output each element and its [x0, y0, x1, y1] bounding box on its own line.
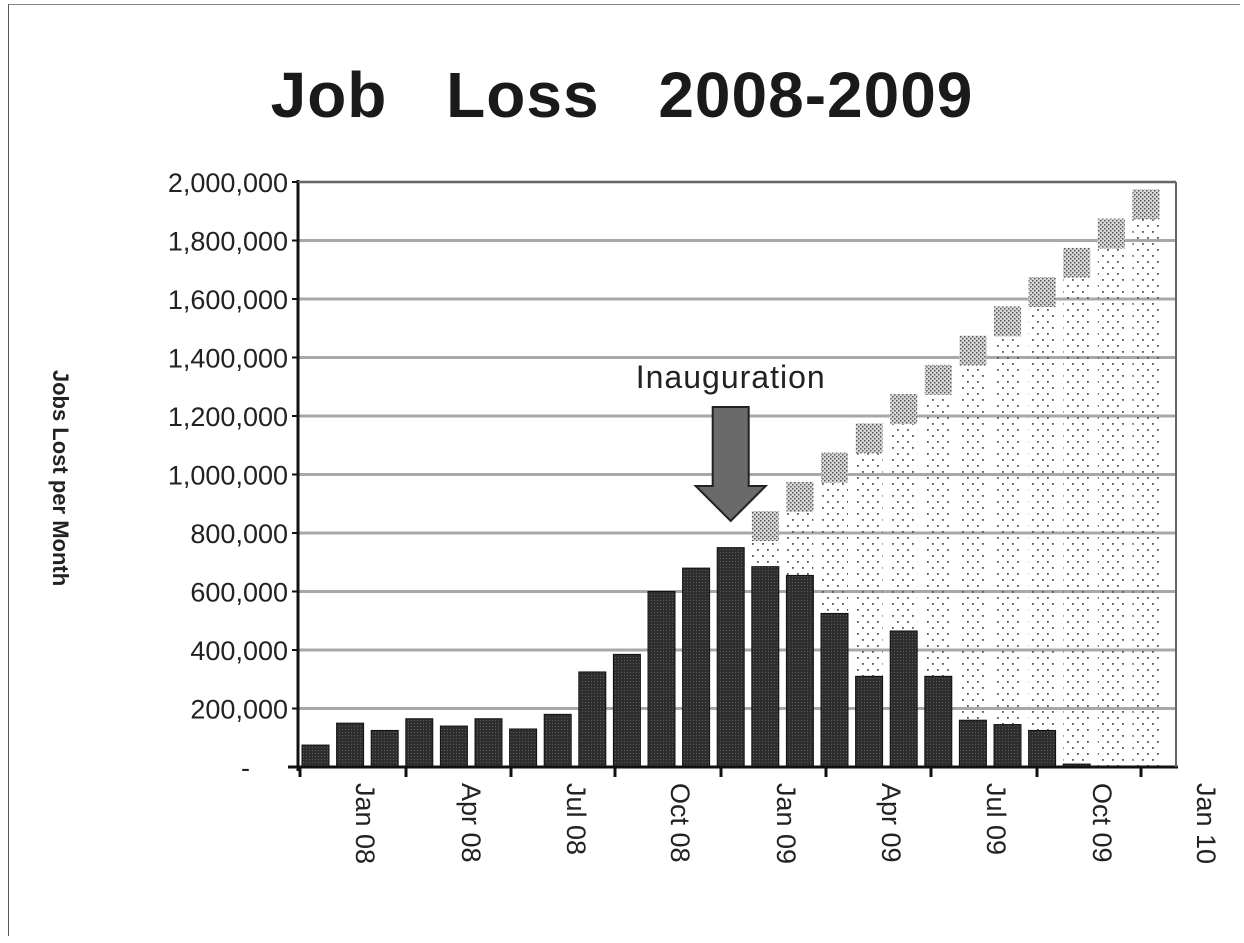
bar: [751, 566, 780, 768]
bar: [509, 728, 538, 768]
y-tick-label: 1,000,000: [168, 461, 288, 491]
projected-bars: [751, 189, 1160, 767]
bar: [716, 547, 745, 768]
axes: [288, 180, 1178, 777]
bar: [785, 574, 814, 768]
projected-bar-cap: [1132, 189, 1160, 220]
projected-bar-cap: [924, 364, 952, 395]
bar: [647, 591, 676, 768]
inauguration-arrow-icon: [693, 406, 769, 523]
x-tick-labels: Jan 08 Apr 08 Jul 08 Oct 08 Jan 09 Apr 09 Jul …: [350, 783, 1221, 864]
x-tick-label: Jan 09: [771, 783, 801, 864]
projected-bar-cap: [1028, 277, 1056, 308]
actual-bars: [301, 547, 1091, 768]
projected-bar: [994, 306, 1021, 767]
y-tick-label: -: [241, 753, 250, 783]
x-tick-label: Jan 08: [350, 783, 380, 864]
bar: [336, 722, 365, 768]
y-tick-label: 1,400,000: [168, 344, 288, 374]
bar: [370, 729, 399, 768]
x-tick-label: Oct 08: [665, 783, 695, 863]
projected-bar-cap: [786, 481, 814, 512]
x-tick-label: Apr 09: [876, 783, 906, 863]
bar: [578, 671, 607, 768]
bar: [993, 724, 1022, 768]
bar: [924, 675, 953, 768]
projected-bar: [1097, 218, 1125, 767]
y-tick-label: 1,200,000: [168, 402, 288, 432]
y-tick-label: 400,000: [190, 636, 288, 666]
bar: [855, 675, 884, 768]
y-tick-label: 2,000,000: [168, 168, 288, 198]
x-tick-label: Apr 08: [456, 783, 486, 863]
bar: [474, 718, 503, 768]
annotations: Inauguration: [636, 359, 826, 523]
bar: [958, 719, 987, 768]
projected-bar-cap: [994, 306, 1021, 337]
y-tick-label: 800,000: [190, 519, 288, 549]
projected-bar-cap: [821, 452, 848, 483]
bar: [889, 630, 918, 768]
y-tick-label: 600,000: [190, 578, 288, 608]
bar: [820, 612, 849, 768]
projected-bar: [1028, 277, 1056, 767]
x-tick-label: Oct 09: [1087, 783, 1117, 863]
projected-bar-cap: [855, 423, 883, 454]
slide-frame: [8, 4, 1240, 936]
x-tick-label: Jul 09: [981, 783, 1011, 855]
x-tick-label: Jul 08: [561, 783, 591, 855]
projected-bar-cap: [1063, 247, 1091, 278]
y-tick-label: 1,800,000: [168, 227, 288, 257]
annotation-label: Inauguration: [636, 359, 826, 395]
bar: [405, 718, 434, 768]
chart-title: Job Loss 2008-2009: [270, 59, 974, 131]
projected-bar: [1132, 189, 1160, 767]
y-tick-labels: - 200,000 400,000 600,000 800,000 1,000,000 1,…: [168, 168, 288, 783]
y-tick-label: 1,600,000: [168, 285, 288, 315]
bar: [612, 653, 641, 768]
projected-bar: [1063, 247, 1091, 767]
y-tick-label: 200,000: [190, 695, 288, 725]
projected-bar-cap: [751, 511, 779, 542]
projected-bar-cap: [1097, 218, 1125, 249]
x-tick-label: Jan 10: [1191, 783, 1221, 864]
bar: [543, 713, 572, 768]
projected-bar: [959, 335, 987, 767]
bar: [301, 744, 330, 768]
bar: [682, 567, 711, 768]
bar: [439, 725, 468, 768]
projected-bar-cap: [959, 335, 987, 366]
bar: [1028, 729, 1057, 768]
projected-bar-cap: [890, 394, 918, 425]
